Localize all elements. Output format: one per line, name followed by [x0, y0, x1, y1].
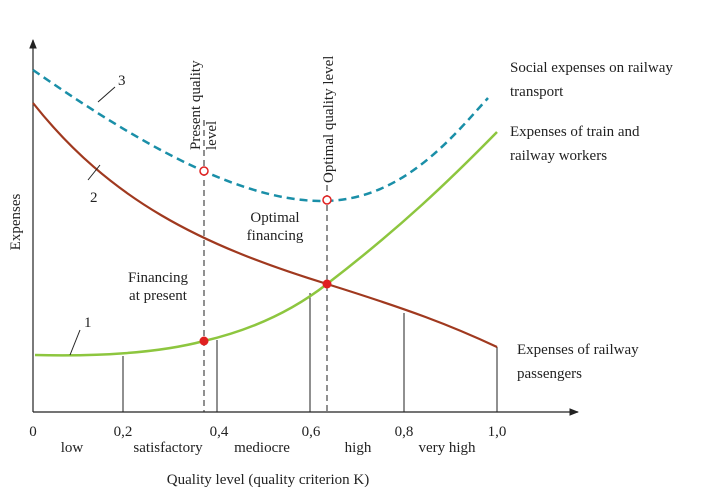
drop-lines: [122, 293, 498, 412]
x-tick-label: 1,0: [488, 424, 507, 440]
marker-label: level: [204, 121, 220, 150]
annotation: Financing: [128, 270, 188, 286]
annotation: at present: [129, 288, 188, 304]
level-label: low: [61, 440, 84, 456]
curve-3: [32, 68, 489, 203]
marker-label: Optimal quality level: [321, 56, 337, 183]
curve-2: [32, 102, 498, 348]
curve-label: Expenses of railway: [517, 342, 639, 358]
level-label: high: [345, 440, 372, 456]
optimal-financing-point: [322, 279, 332, 289]
curve-label: railway workers: [510, 148, 607, 164]
x-tick-label: 0,6: [302, 424, 321, 440]
x-tick-label: 0,4: [210, 424, 229, 440]
optimal-point: [322, 195, 332, 205]
curve-number: 3: [118, 73, 126, 89]
curve-1: [34, 131, 498, 357]
y-axis-label: Expenses: [8, 194, 24, 251]
level-label: satisfactory: [133, 440, 203, 456]
curve-label: Expenses of train and: [510, 124, 640, 140]
curve-number: 1: [84, 315, 92, 331]
marker-label: Present quality: [188, 60, 204, 150]
level-label: mediocre: [234, 440, 290, 456]
curve-label: passengers: [517, 366, 582, 382]
leaders: [69, 86, 116, 356]
curve-label: Social expenses on railway: [510, 60, 673, 76]
x-axis-label: Quality level (quality criterion K): [167, 472, 369, 488]
curve-label: transport: [510, 84, 564, 100]
level-label: very high: [418, 440, 476, 456]
x-tick-label: 0,2: [114, 424, 133, 440]
annotation: Optimal: [250, 210, 299, 226]
x-tick-label: 0,8: [395, 424, 414, 440]
curve-number: 2: [90, 190, 98, 206]
present-point: [199, 166, 209, 176]
x-tick-label: 0: [29, 424, 37, 440]
present-financing-point: [199, 336, 209, 346]
annotation: financing: [247, 228, 304, 244]
